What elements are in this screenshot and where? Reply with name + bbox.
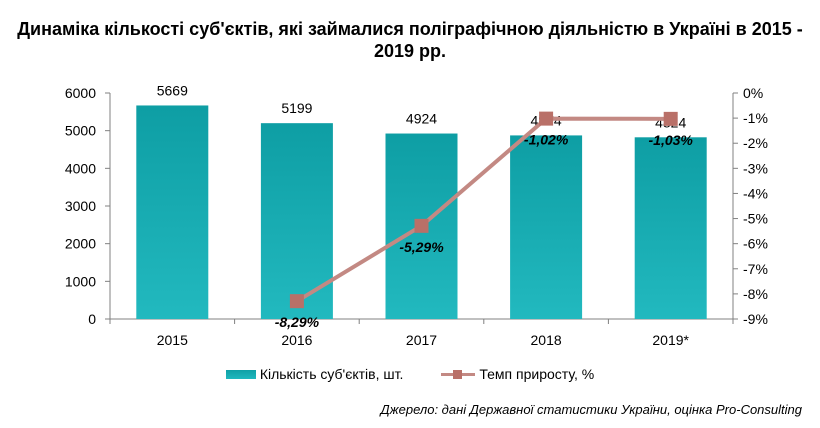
- chart-title: Динаміка кількості суб'єктів, які займал…: [17, 19, 803, 61]
- y-left-tick-label: 0: [88, 311, 96, 327]
- x-tick-label: 2015: [157, 332, 188, 348]
- legend-item-growth: Темп приросту, %: [441, 366, 594, 382]
- growth-marker: [414, 218, 429, 233]
- x-tick-label: 2019*: [652, 332, 689, 348]
- x-tick-label: 2017: [406, 332, 437, 348]
- x-tick-label: 2016: [281, 332, 312, 348]
- bar-2015: [136, 105, 209, 319]
- legend-line-swatch: [441, 369, 476, 379]
- y-left-tick-label: 2000: [65, 236, 96, 252]
- y-right-tick-label: -7%: [743, 261, 768, 277]
- source-note: Джерело: дані Державної статистики Украї…: [380, 402, 802, 417]
- growth-marker: [539, 111, 554, 126]
- legend-bar-swatch: [225, 369, 256, 379]
- y-left-tick-label: 6000: [65, 85, 96, 101]
- y-left-tick-label: 4000: [65, 160, 96, 176]
- y-right-tick-label: -1%: [743, 110, 768, 126]
- bar-value-label: 5669: [157, 82, 188, 98]
- bar-2018: [510, 135, 583, 319]
- growth-marker: [289, 294, 304, 309]
- y-left-tick-label: 5000: [65, 123, 96, 139]
- chart-legend: Кількість суб'єктів, шт. Темп приросту, …: [0, 366, 820, 382]
- x-tick-label: 2018: [531, 332, 562, 348]
- y-right-tick-label: -9%: [743, 311, 768, 327]
- chart-plot: 0 1000 2000 3000 4000 5000 6000 0% -1% -2% -3% -4% -…: [65, 82, 768, 348]
- growth-value-label: -8,29%: [275, 314, 320, 330]
- bar-value-label: 4924: [406, 111, 437, 127]
- legend-label-count: Кількість суб'єктів, шт.: [259, 366, 404, 382]
- y-right-tick-label: -4%: [743, 185, 768, 201]
- growth-value-label: -1,03%: [649, 132, 694, 148]
- y-right-tick-label: -6%: [743, 236, 768, 252]
- legend-label-growth: Темп приросту, %: [479, 366, 595, 382]
- y-left-tick-label: 1000: [65, 273, 96, 289]
- growth-value-label: -5,29%: [399, 239, 444, 255]
- legend-item-count: Кількість суб'єктів, шт.: [225, 366, 404, 382]
- y-right-tick-label: -5%: [743, 211, 768, 227]
- y-right-tick-label: -8%: [743, 286, 768, 302]
- bar-2016: [260, 123, 333, 320]
- y-right-tick-label: -2%: [743, 135, 768, 151]
- growth-rate-line: [295, 116, 671, 303]
- growth-value-label: -1,02%: [524, 132, 569, 148]
- y-right-tick-label: -3%: [743, 160, 768, 176]
- y-right-tick-label: 0%: [743, 85, 763, 101]
- y-left-tick-label: 3000: [65, 198, 96, 214]
- growth-marker: [663, 111, 678, 126]
- bar-2019*: [634, 137, 707, 319]
- bar-value-label: 5199: [281, 100, 312, 116]
